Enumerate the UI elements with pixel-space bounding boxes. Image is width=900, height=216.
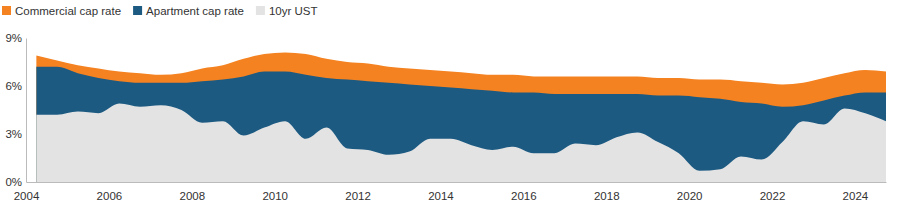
x-tick-label: 2014 xyxy=(428,190,454,202)
y-tick: 3% xyxy=(5,128,26,140)
y-tick-label: 3% xyxy=(5,128,22,140)
x-tick-label: 2006 xyxy=(97,190,123,202)
x-tick: 2012 xyxy=(345,182,371,202)
x-tick: 2006 xyxy=(97,182,123,202)
y-axis-line xyxy=(26,39,27,183)
legend-label: Apartment cap rate xyxy=(146,5,244,17)
y-tick-label: 0% xyxy=(5,176,22,188)
y-tick: 6% xyxy=(5,80,26,92)
x-tick: 2018 xyxy=(594,182,620,202)
x-tick: 2014 xyxy=(428,182,454,202)
x-tick: 2016 xyxy=(511,182,537,202)
legend-label: 10yr UST xyxy=(269,5,318,17)
legend-item: 10yr UST xyxy=(256,5,318,17)
x-tick-label: 2024 xyxy=(843,190,869,202)
x-axis: 2004 2006 2008 2010 2012 2014 2016 2018 2020 2022… xyxy=(14,182,887,202)
x-tick: 2010 xyxy=(262,182,288,202)
x-tick-label: 2008 xyxy=(179,190,205,202)
area xyxy=(36,52,886,182)
x-tick-label: 2004 xyxy=(14,190,40,202)
chart: Commercial cap rate Apartment cap rate 10y… xyxy=(0,0,900,216)
x-tick: 2024 xyxy=(843,182,869,202)
legend: Commercial cap rate Apartment cap rate 10y… xyxy=(2,5,317,17)
x-tick: 2020 xyxy=(677,182,703,202)
legend-swatch xyxy=(133,6,142,15)
x-tick-label: 2012 xyxy=(345,190,371,202)
x-tick-label: 2018 xyxy=(594,190,620,202)
x-axis-line xyxy=(27,182,887,183)
y-tick: 0% xyxy=(5,176,26,188)
legend-swatch xyxy=(256,6,265,15)
x-tick-label: 2016 xyxy=(511,190,537,202)
x-tick-label: 2020 xyxy=(677,190,703,202)
y-tick-label: 6% xyxy=(5,80,22,92)
plot-area xyxy=(36,52,886,182)
legend-label: Commercial cap rate xyxy=(15,5,121,17)
x-tick: 2022 xyxy=(760,182,786,202)
area xyxy=(36,104,886,182)
x-tick-label: 2010 xyxy=(262,190,288,202)
x-tick-label: 2022 xyxy=(760,190,786,202)
x-tick: 2008 xyxy=(179,182,205,202)
area xyxy=(36,67,886,182)
y-tick-label: 9% xyxy=(5,32,22,44)
y-tick: 9% xyxy=(5,32,26,44)
legend-item: Commercial cap rate xyxy=(2,5,121,17)
legend-swatch xyxy=(2,6,11,15)
legend-item: Apartment cap rate xyxy=(133,5,244,17)
y-axis: 0% 3% 6% 9% xyxy=(5,32,26,188)
